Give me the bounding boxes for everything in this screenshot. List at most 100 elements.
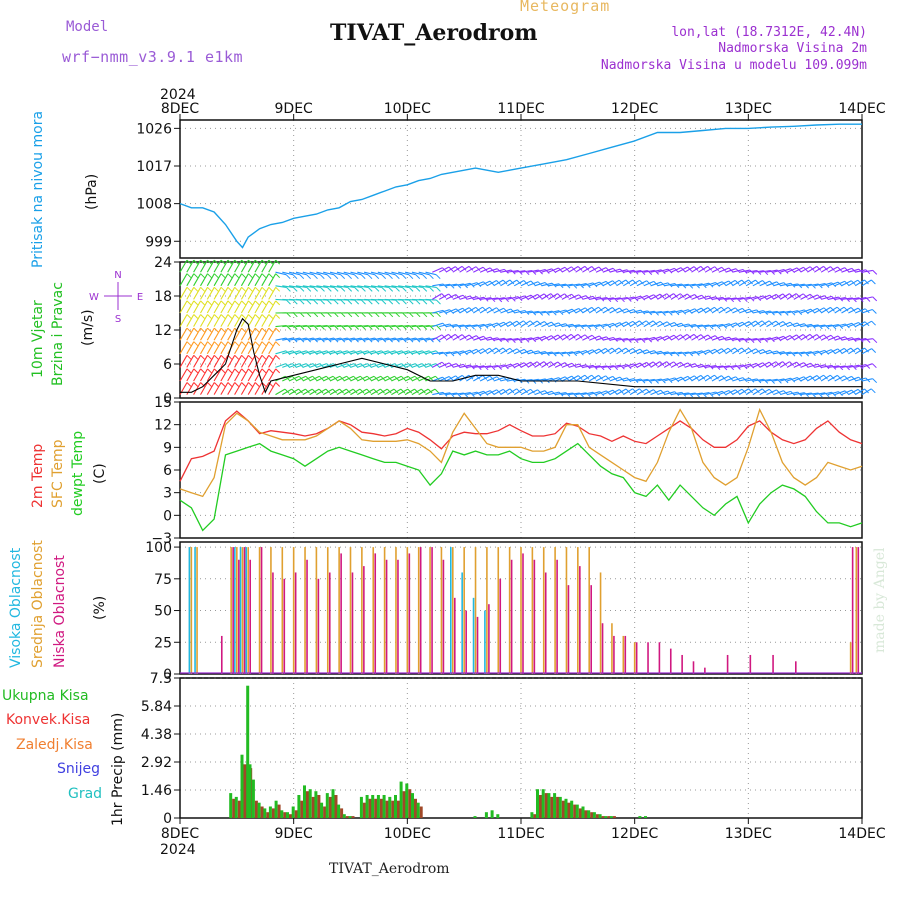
- wind-barb: [752, 295, 764, 300]
- wind-barb: [704, 296, 716, 300]
- wind-barb-flag: [414, 388, 419, 394]
- wind-barb: [398, 350, 409, 355]
- wind-barb: [343, 285, 355, 288]
- wind-barb-flag: [327, 299, 332, 305]
- time-axis-top-label: 9DEC: [275, 101, 314, 117]
- wind-barb-flag: [503, 307, 509, 313]
- wind-barb: [288, 375, 300, 382]
- precip-conv-bar: [561, 800, 565, 818]
- wind-barb: [602, 322, 614, 328]
- wind-barb: [370, 337, 382, 341]
- wind-barb-flag: [268, 327, 274, 333]
- wind-barb: [773, 321, 784, 328]
- precip-conv-bar: [556, 796, 560, 818]
- wind-barb: [268, 327, 277, 341]
- precip-total-bar: [371, 795, 375, 818]
- time-axis-bottom-label: 13DEC: [725, 826, 772, 842]
- wind-barb-flag: [200, 341, 205, 347]
- wind-barb-flag: [843, 306, 849, 312]
- wind-barb-flag: [652, 320, 658, 326]
- wind-barb: [725, 322, 737, 328]
- wind-barb-flag: [248, 382, 253, 387]
- wind-barb: [398, 285, 410, 288]
- wind-barb-flag: [388, 287, 394, 292]
- wind-barb-flag: [275, 382, 281, 387]
- wind-barb: [240, 259, 249, 273]
- wind-barb: [582, 324, 594, 328]
- wind-barb: [357, 324, 369, 328]
- wind-barb: [752, 388, 763, 396]
- wind-barb: [411, 285, 423, 288]
- wind-barb: [377, 388, 388, 396]
- wind-barb: [391, 337, 403, 341]
- wind-barb: [609, 389, 620, 396]
- wind-barb: [282, 388, 293, 396]
- wind-barb: [520, 310, 532, 314]
- wind-barb: [418, 324, 430, 328]
- wind-ytick-label: 18: [154, 289, 172, 305]
- wind-barb: [486, 307, 497, 314]
- precip-conv-bar: [232, 798, 236, 818]
- wind-barb-flag: [537, 389, 543, 395]
- time-axis-top-label: 14DEC: [838, 101, 885, 117]
- wind-barb-flag: [227, 286, 233, 292]
- wind-barb-flag: [632, 388, 637, 394]
- wind-barb: [786, 310, 798, 314]
- wind-barb-flag: [584, 334, 590, 340]
- wind-barb-flag: [831, 365, 837, 370]
- wind-barb: [841, 267, 853, 273]
- wind-barb-flag: [571, 293, 576, 299]
- wind-barb: [861, 348, 872, 355]
- wind-barb-flag: [275, 354, 281, 360]
- wind-barb-flag: [360, 274, 366, 280]
- wind-barb: [520, 349, 532, 355]
- wind-barb: [445, 333, 456, 341]
- wind-barb: [548, 334, 559, 341]
- wind-barb: [568, 307, 580, 314]
- wind-barb: [664, 310, 676, 314]
- wind-barb-flag: [268, 314, 274, 319]
- wind-barb: [616, 269, 628, 273]
- wind-barb: [725, 389, 736, 396]
- wind-barb: [705, 324, 717, 328]
- wind-barb: [500, 363, 512, 368]
- wind-barb: [575, 324, 587, 328]
- wind-barb: [343, 324, 355, 328]
- wind-barb-flag: [639, 320, 644, 326]
- precip-conv-bar: [590, 812, 594, 818]
- wind-barb: [404, 271, 416, 276]
- wind-barb: [807, 324, 819, 328]
- wind-barb: [861, 388, 872, 396]
- wind-barb: [466, 335, 477, 341]
- wind-barb-flag: [836, 306, 842, 312]
- wind-barb-flag: [220, 314, 226, 319]
- wind-barb: [220, 341, 229, 355]
- wind-barb-flag: [286, 287, 291, 292]
- wind-barb-flag: [347, 287, 353, 292]
- wind-barb: [732, 297, 744, 300]
- wind-barb-flag: [429, 299, 435, 305]
- wind-barb: [616, 279, 627, 287]
- wind-barb-flag: [241, 259, 246, 265]
- wind-barb: [520, 269, 532, 273]
- wind-barb: [541, 361, 552, 368]
- wind-barb: [609, 268, 621, 273]
- precip-conv-bar: [368, 798, 372, 818]
- precip-total-bar: [359, 796, 363, 818]
- wind-barb: [698, 364, 710, 368]
- wind-barb: [213, 327, 222, 341]
- wind-barb-flag: [441, 361, 447, 367]
- wind-barb: [282, 337, 294, 341]
- compass-s-label: S: [115, 314, 121, 325]
- wind-barb-flag: [456, 324, 462, 329]
- wind-barb: [711, 348, 722, 355]
- wind-barb-flag: [311, 388, 317, 394]
- wind-barb: [432, 391, 444, 396]
- wind-barb: [541, 310, 553, 314]
- wind-barb: [275, 285, 287, 288]
- wind-barb: [745, 378, 758, 382]
- precip-conv-bar: [260, 806, 264, 818]
- wind-barb: [827, 348, 839, 355]
- wind-barb: [575, 334, 586, 341]
- wind-barb: [773, 310, 785, 314]
